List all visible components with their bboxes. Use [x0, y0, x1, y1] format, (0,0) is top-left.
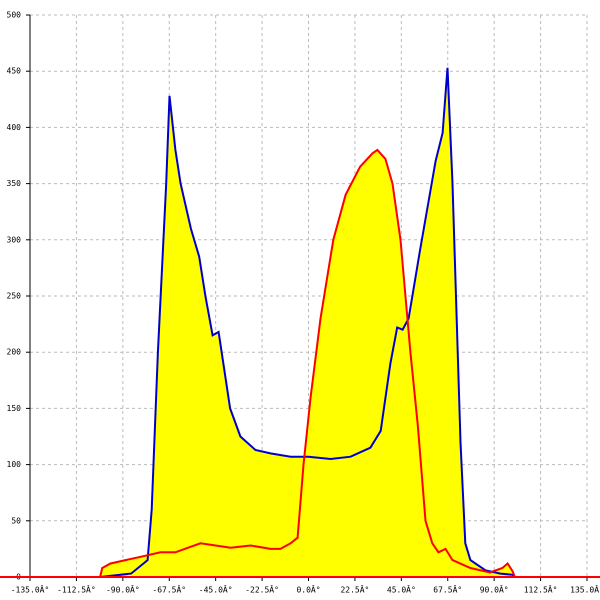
y-tick-label: 200	[7, 348, 22, 357]
x-tick-label: -22.5Â°	[245, 584, 279, 595]
y-tick-label: 450	[7, 67, 22, 76]
x-tick-label: 0.0Â°	[296, 584, 320, 595]
x-tick-label: 135.0Â°	[570, 584, 600, 595]
y-tick-label: 300	[7, 235, 22, 244]
x-tick-label: -112.5Â°	[57, 584, 96, 595]
y-tick-label: 250	[7, 292, 22, 301]
series-line	[99, 67, 516, 578]
x-tick-label: 22.5Â°	[340, 584, 369, 595]
x-tick-label: -90.0Â°	[106, 584, 140, 595]
x-tick-label: -135.0Â°	[11, 584, 50, 595]
y-tick-label: 150	[7, 404, 22, 413]
y-tick-label: 400	[7, 123, 22, 132]
x-tick-label: -45.0Â°	[199, 584, 233, 595]
y-tick-label: 350	[7, 179, 22, 188]
x-tick-label: 45.0Â°	[387, 584, 416, 595]
x-tick-label: 90.0Â°	[480, 584, 509, 595]
x-tick-label: 112.5Â°	[524, 584, 558, 595]
x-tick-label: 67.5Â°	[433, 584, 462, 595]
y-tick-label: 50	[11, 516, 21, 525]
series-line	[99, 148, 516, 578]
y-tick-label: 500	[7, 11, 22, 20]
y-tick-label: 100	[7, 460, 22, 469]
x-tick-label: -67.5Â°	[152, 584, 186, 595]
area-fill	[100, 149, 515, 577]
